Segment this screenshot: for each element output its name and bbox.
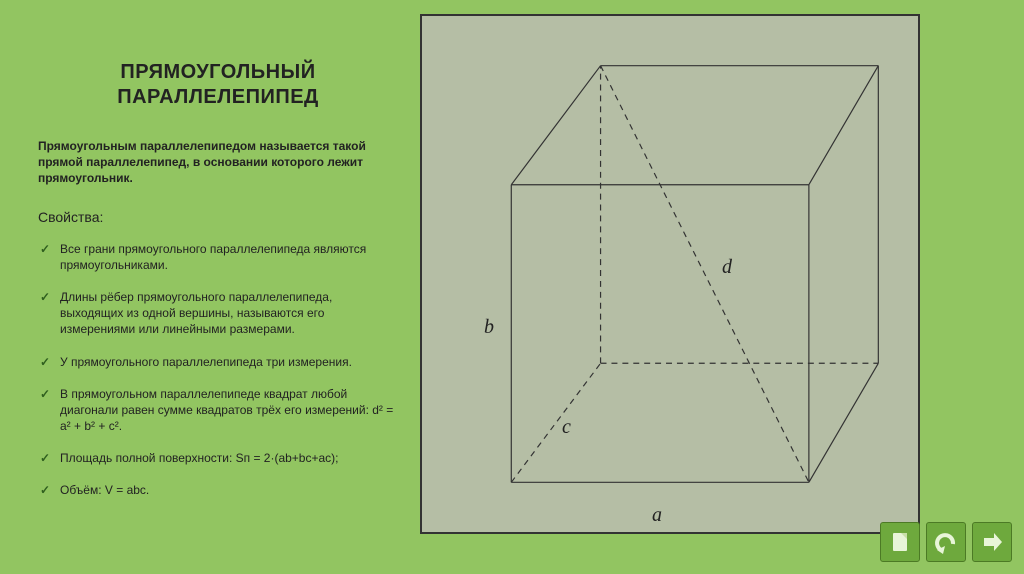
text-panel: ПРЯМОУГОЛЬНЫЙ ПАРАЛЛЕЛЕПИПЕД Прямоугольн…	[38, 60, 398, 515]
label-b: b	[484, 316, 494, 339]
label-c: c	[562, 416, 571, 439]
definition-text: Прямоугольным параллелепипедом называетс…	[38, 138, 398, 187]
list-item: У прямоугольного параллелепипеда три изм…	[38, 354, 398, 370]
label-d: d	[722, 256, 732, 279]
cuboid-svg	[422, 16, 918, 532]
properties-heading: Свойства:	[38, 209, 398, 225]
title-line2: ПАРАЛЛЕЛЕПИПЕД	[117, 86, 319, 108]
list-item: Площадь полной поверхности: Sп = 2·(ab+b…	[38, 450, 398, 466]
list-item: Длины рёбер прямоугольного параллелепипе…	[38, 289, 398, 338]
title-line1: ПРЯМОУГОЛЬНЫЙ	[120, 61, 315, 83]
arrow-right-icon	[980, 530, 1004, 554]
cuboid-diagram: a b c d	[420, 14, 920, 534]
next-button[interactable]	[972, 522, 1012, 562]
undo-icon	[933, 530, 959, 554]
list-item: Объём: V = abc.	[38, 482, 398, 498]
label-a: a	[652, 504, 662, 527]
nav-buttons	[880, 522, 1012, 562]
properties-list: Все грани прямоугольного параллелепипеда…	[38, 241, 398, 499]
document-icon	[888, 530, 912, 554]
slide-title: ПРЯМОУГОЛЬНЫЙ ПАРАЛЛЕЛЕПИПЕД	[38, 60, 398, 110]
list-item: В прямоугольном параллелепипеде квадрат …	[38, 386, 398, 435]
list-item: Все грани прямоугольного параллелепипеда…	[38, 241, 398, 273]
home-button[interactable]	[880, 522, 920, 562]
back-button[interactable]	[926, 522, 966, 562]
